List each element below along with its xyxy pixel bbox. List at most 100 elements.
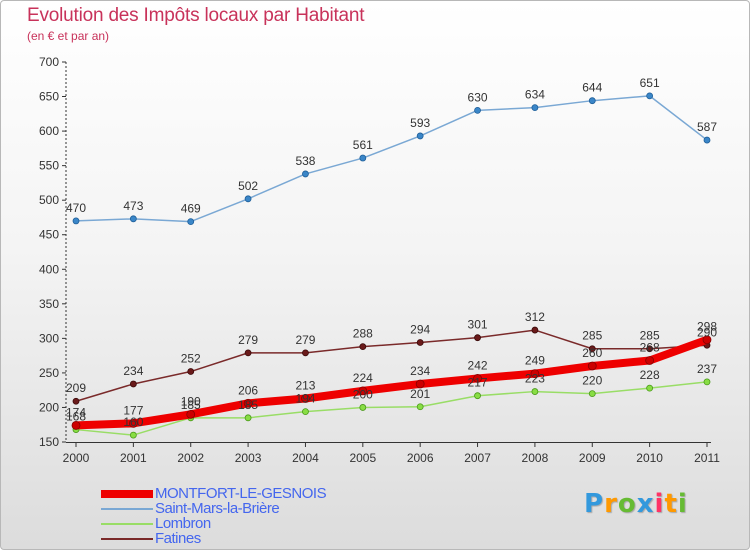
data-point	[646, 92, 654, 100]
data-label: 285	[640, 329, 660, 343]
data-label: 160	[123, 415, 143, 429]
data-point	[302, 170, 309, 178]
data-label: 279	[295, 333, 315, 347]
data-point	[588, 97, 596, 105]
data-point	[587, 361, 597, 371]
proxiti-logo: Proxiti	[584, 489, 688, 519]
legend-swatch	[101, 508, 153, 510]
legend-label: MONTFORT-LE-GESNOIS	[155, 485, 327, 502]
data-point	[416, 339, 424, 346]
y-tick-label: 650	[39, 90, 59, 104]
data-label: 469	[181, 202, 201, 216]
y-tick-label: 450	[39, 228, 59, 242]
y-tick-label: 350	[39, 297, 59, 311]
data-label: 234	[410, 364, 430, 378]
data-label: 201	[410, 387, 430, 401]
data-point	[72, 217, 80, 225]
data-point	[72, 397, 80, 405]
logo-letter: r	[604, 489, 618, 519]
data-label: 630	[468, 90, 488, 104]
y-tick-label: 500	[39, 193, 59, 207]
data-label: 290	[697, 325, 717, 339]
x-tick-label: 2009	[579, 451, 606, 465]
data-label: 502	[238, 179, 258, 193]
data-point	[128, 418, 138, 428]
data-label: 224	[353, 371, 373, 385]
logo-letter: x	[636, 489, 655, 519]
legend-label: Saint-Mars-la-Brière	[155, 500, 280, 517]
legend-swatch	[101, 538, 153, 540]
logo-letter: t	[664, 489, 678, 519]
x-tick-label: 2002	[177, 451, 204, 465]
data-label: 561	[353, 138, 373, 152]
data-label: 242	[468, 358, 488, 372]
series-line-0	[72, 335, 711, 430]
data-point	[71, 421, 81, 430]
data-point	[244, 349, 252, 357]
data-label: 200	[353, 387, 373, 401]
chart-title: Evolution des Impôts locaux par Habitant	[27, 5, 365, 26]
data-label: 470	[66, 201, 86, 215]
logo-letter: i	[654, 489, 665, 519]
data-label: 228	[640, 368, 660, 382]
chart-axes: 150 200 250 300 350 400 450 500 550 600 650 700 2000…	[39, 55, 720, 465]
legend-swatch	[101, 523, 153, 525]
data-point	[186, 409, 196, 419]
data-label: 301	[468, 318, 488, 332]
data-point	[473, 374, 482, 383]
y-tick-label: 150	[39, 435, 59, 449]
data-point	[358, 386, 368, 396]
data-point	[359, 154, 367, 162]
data-label: 473	[123, 199, 143, 213]
y-tick-label: 550	[39, 159, 59, 173]
data-point	[702, 335, 712, 345]
x-tick-label: 2010	[636, 451, 663, 465]
data-point	[416, 403, 424, 411]
logo-letter: P	[584, 489, 605, 519]
data-point	[243, 398, 253, 408]
data-point	[187, 218, 195, 226]
y-tick-label: 600	[39, 124, 59, 138]
data-point	[359, 404, 367, 411]
data-label: 538	[295, 154, 315, 168]
series-line-3	[75, 329, 708, 402]
legend-label: Lombron	[155, 515, 211, 532]
x-tick-label: 2003	[235, 451, 262, 465]
data-point	[301, 394, 310, 403]
legend-label: Fatines	[155, 530, 201, 547]
data-label: 213	[295, 378, 315, 392]
data-label: 634	[525, 88, 545, 102]
data-label: 298	[697, 320, 717, 334]
data-label: 268	[640, 340, 660, 354]
data-point	[531, 326, 539, 334]
chart-subtitle: (en € et par an)	[27, 29, 110, 43]
x-tick-label: 2001	[120, 451, 147, 465]
data-point	[645, 356, 655, 365]
data-point	[302, 408, 309, 416]
x-tick-label: 2007	[464, 451, 491, 465]
y-tick-label: 400	[39, 262, 59, 276]
x-tick-label: 2000	[63, 451, 90, 465]
data-point	[415, 379, 425, 389]
data-label: 217	[468, 376, 488, 390]
data-label: 237	[697, 362, 717, 376]
data-point	[416, 132, 424, 140]
data-label: 288	[353, 327, 373, 341]
legend-swatch	[101, 490, 153, 498]
data-label: 223	[525, 372, 545, 386]
x-tick-label: 2004	[292, 451, 319, 465]
data-label: 294	[410, 323, 430, 337]
data-label: 206	[238, 383, 258, 397]
data-point	[129, 431, 137, 439]
data-point	[302, 349, 309, 357]
data-point	[359, 343, 367, 351]
data-point	[703, 378, 711, 386]
data-label: 644	[582, 81, 602, 95]
data-point	[187, 368, 195, 375]
data-point	[129, 380, 137, 388]
data-label: 185	[238, 398, 258, 412]
data-point	[531, 388, 539, 395]
data-label: 312	[525, 310, 545, 324]
